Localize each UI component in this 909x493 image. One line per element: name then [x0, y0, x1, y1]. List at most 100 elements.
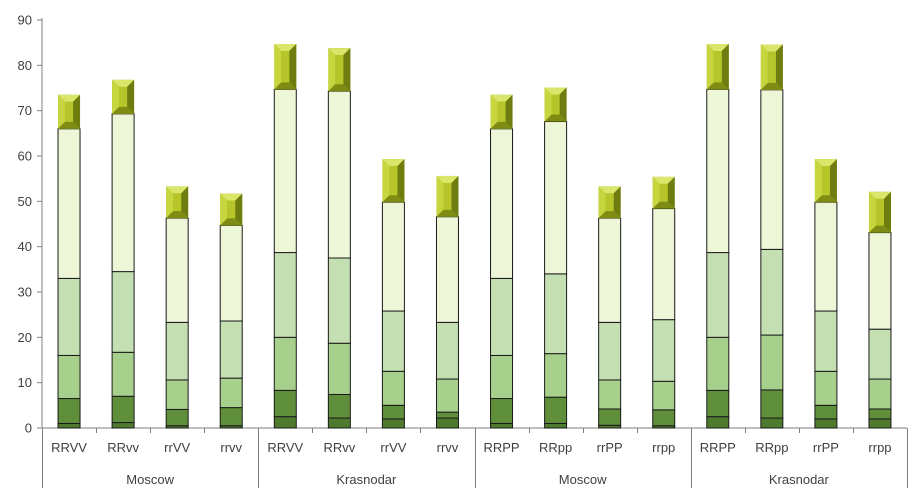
bar-segment	[868, 328, 892, 380]
bar-segment	[273, 389, 297, 418]
bar-segment	[814, 370, 838, 406]
bar-segment	[490, 398, 514, 424]
bar-cap-bevel-right	[235, 193, 243, 226]
bar-cap	[220, 193, 243, 226]
bar-cap-bevel-left	[166, 186, 174, 219]
bar-cap-bevel-bottom	[652, 201, 675, 209]
bar-cap	[868, 191, 891, 233]
bar-segment	[652, 208, 676, 321]
bar-cap-bevel-top	[58, 94, 81, 102]
bar-cap-bevel-left	[598, 186, 606, 219]
bar-cap-bevel-right	[181, 186, 189, 219]
bar-segment	[57, 128, 81, 279]
bar-segment	[111, 113, 135, 273]
bar-cap-bevel-right	[613, 186, 621, 219]
bar-cap-bevel-bottom	[436, 209, 459, 217]
bar-cap	[382, 159, 405, 203]
bar-cap-face	[389, 166, 398, 196]
bar-cap-bevel-right	[559, 87, 567, 122]
bar-cap-face	[767, 51, 776, 83]
bar-cap	[598, 186, 621, 219]
bar-cap-bevel-left	[706, 44, 714, 90]
bar-cap	[328, 48, 351, 92]
bar-segment	[868, 418, 892, 429]
bar-segment	[652, 380, 676, 411]
bar-segment	[327, 342, 351, 395]
bar-segment	[868, 378, 892, 410]
bar-segment	[868, 408, 892, 420]
bar-cap-bevel-top	[706, 44, 729, 52]
bar-cap-bevel-right	[721, 44, 729, 90]
bar-cap-bevel-right	[127, 79, 135, 114]
bar-segment	[57, 277, 81, 356]
bar-cap-face	[821, 166, 830, 196]
bar-cap-face	[65, 101, 74, 122]
bar-cap-face	[551, 94, 560, 115]
bar-cap-bevel-bottom	[544, 114, 567, 122]
bar-cap	[112, 79, 135, 114]
bar-segment	[381, 404, 405, 420]
bar-segment	[760, 417, 784, 429]
bar-cap	[760, 44, 783, 90]
bar-cap-bevel-left	[814, 159, 822, 203]
bar-segment	[706, 416, 730, 429]
bar-cap-bevel-top	[436, 175, 459, 183]
bar-segment	[706, 336, 730, 391]
bar-segment	[760, 89, 784, 250]
bar-segment	[544, 396, 568, 424]
bar-segment	[435, 378, 459, 413]
bar-segment	[327, 257, 351, 344]
bar-cap-face	[173, 193, 182, 212]
bar-cap	[58, 94, 81, 129]
bar-cap-bevel-top	[490, 94, 513, 102]
x-group-label: Moscow	[559, 472, 607, 487]
bar-segment	[435, 216, 459, 323]
bar-cap-face	[713, 51, 722, 83]
y-tick-label: 80	[18, 58, 32, 73]
bar-segment	[165, 408, 189, 427]
bar-cap-bevel-bottom	[112, 106, 135, 114]
bar-cap-bevel-left	[490, 94, 498, 129]
x-category-label: RRVV	[267, 440, 303, 455]
y-tick-label: 70	[18, 103, 32, 118]
bar-cap-face	[119, 86, 128, 107]
bar-cap-bevel-left	[112, 79, 120, 114]
bar-segment	[814, 310, 838, 372]
y-tick-label: 60	[18, 149, 32, 164]
bar-segment	[111, 351, 135, 397]
bar-cap-bevel-top	[814, 159, 837, 167]
bar-cap-bevel-top	[382, 159, 405, 167]
bar-segment	[868, 232, 892, 330]
bar-cap-bevel-left	[328, 48, 336, 92]
bar-cap-bevel-bottom	[814, 195, 837, 203]
x-category-label: RRvv	[323, 440, 355, 455]
bar-segment	[760, 248, 784, 336]
bar-segment	[598, 379, 622, 410]
bar-segment	[219, 224, 243, 322]
bar-cap-bevel-bottom	[220, 218, 243, 226]
bar-segment	[814, 404, 838, 420]
bar-cap-bevel-left	[436, 175, 444, 217]
bar-cap-face	[281, 51, 290, 83]
bar-segment	[652, 409, 676, 427]
bar-cap-bevel-left	[544, 87, 552, 122]
x-category-label: RRpp	[539, 440, 572, 455]
bar-segment	[111, 271, 135, 353]
bar-cap-face	[605, 193, 614, 212]
bar-cap-bevel-left	[382, 159, 390, 203]
bar-segment	[706, 88, 730, 254]
bar-cap-bevel-left	[274, 44, 282, 90]
bar-cap-bevel-bottom	[868, 225, 891, 233]
bar-cap	[706, 44, 729, 90]
bar-segment	[273, 252, 297, 338]
bar-segment	[273, 336, 297, 391]
bar-segment	[435, 321, 459, 380]
bar-segment	[652, 319, 676, 382]
bar-cap-bevel-right	[343, 48, 351, 92]
x-category-label: RRPP	[700, 440, 736, 455]
bar-cap-face	[497, 101, 506, 122]
bar-cap-bevel-bottom	[490, 121, 513, 129]
bar-segment	[219, 377, 243, 409]
bar-segment	[814, 418, 838, 429]
bar-segment	[327, 90, 351, 259]
